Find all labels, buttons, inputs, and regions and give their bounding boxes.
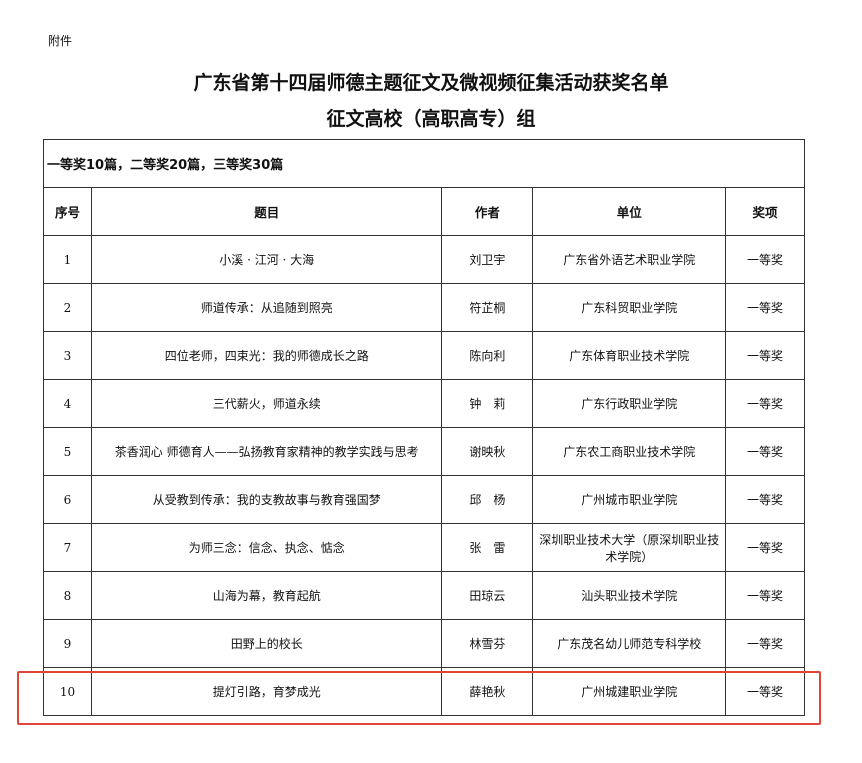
col-unit-cell: 广州城建职业学院 bbox=[532, 667, 727, 716]
col-author-cell: 薛艳秋 bbox=[441, 667, 534, 716]
col-award-cell: 一等奖 bbox=[725, 235, 805, 284]
col-unit-cell: 广东茂名幼儿师范专科学校 bbox=[532, 619, 727, 668]
col-unit-cell: 广州城市职业学院 bbox=[532, 475, 727, 524]
col-author-cell: 陈向利 bbox=[441, 331, 534, 380]
award-summary: 一等奖10篇，二等奖20篇，三等奖30篇 bbox=[43, 139, 805, 188]
col-author-cell: 钟 莉 bbox=[441, 379, 534, 428]
col-author-cell: 邱 杨 bbox=[441, 475, 534, 524]
col-author-cell: 林雪芬 bbox=[441, 619, 534, 668]
col-index-cell: 8 bbox=[43, 571, 92, 620]
summary-row: 一等奖10篇，二等奖20篇，三等奖30篇 bbox=[43, 139, 805, 188]
col-title-cell: 小溪 · 江河 · 大海 bbox=[90, 235, 443, 284]
col-index-cell: 5 bbox=[43, 427, 92, 476]
col-title-cell: 从受教到传承：我的支教故事与教育强国梦 bbox=[90, 475, 443, 524]
col-award-cell: 一等奖 bbox=[725, 523, 805, 572]
table-row: 4 三代薪火，师道永续钟 莉广东行政职业学院 一等奖 bbox=[43, 379, 805, 428]
col-author-cell: 张 雷 bbox=[441, 523, 534, 572]
col-award-cell: 一等奖 bbox=[725, 667, 805, 716]
col-title-cell: 为师三念：信念、执念、惦念 bbox=[90, 523, 443, 572]
col-index-cell: 9 bbox=[43, 619, 92, 668]
col-award-cell: 一等奖 bbox=[725, 283, 805, 332]
col-title-cell: 三代薪火，师道永续 bbox=[90, 379, 443, 428]
col-award-header: 奖项 bbox=[725, 187, 805, 236]
col-index-header: 序号 bbox=[43, 187, 92, 236]
table-row: 3 四位老师，四束光：我的师德成长之路 陈向利 广东体育职业技术学院 一等奖 bbox=[43, 331, 805, 380]
col-index-cell: 3 bbox=[43, 331, 92, 380]
table-row: 7 为师三念：信念、执念、惦念张 雷深圳职业技术大学（原深圳职业技术学院） 一等奖 bbox=[43, 523, 805, 572]
col-author-cell: 刘卫宇 bbox=[441, 235, 534, 284]
col-unit-cell: 广东行政职业学院 bbox=[532, 379, 727, 428]
col-unit-cell: 广东农工商职业技术学院 bbox=[532, 427, 727, 476]
col-index-cell: 10 bbox=[43, 667, 92, 716]
col-index-cell: 4 bbox=[43, 379, 92, 428]
header-row: 序号 题目 作者 单位 奖项 bbox=[43, 187, 805, 236]
col-author-cell: 田琼云 bbox=[441, 571, 534, 620]
col-index-cell: 7 bbox=[43, 523, 92, 572]
col-award-cell: 一等奖 bbox=[725, 475, 805, 524]
page-title: 广东省第十四届师德主题征文及微视频征集活动获奖名单 bbox=[193, 72, 669, 94]
col-award-cell: 一等奖 bbox=[725, 571, 805, 620]
attachment-label: 附件 bbox=[48, 34, 73, 48]
col-title-header: 题目 bbox=[90, 187, 443, 236]
table-row: 1 小溪 · 江河 · 大海 刘卫宇 广东省外语艺术职业学院 一等奖 bbox=[43, 235, 805, 284]
col-author-cell: 符芷桐 bbox=[441, 283, 534, 332]
col-title-cell: 茶香润心 师德育人——弘扬教育家精神的教学实践与思考 bbox=[90, 427, 443, 476]
col-title-cell: 提灯引路，育梦成光 bbox=[90, 667, 443, 716]
col-award-cell: 一等奖 bbox=[725, 619, 805, 668]
col-unit-cell: 深圳职业技术大学（原深圳职业技术学院） bbox=[532, 523, 727, 572]
col-unit-cell: 广东省外语艺术职业学院 bbox=[532, 235, 727, 284]
col-index-cell: 2 bbox=[43, 283, 92, 332]
table-row: 9 田野上的校长 林雪芬 广东茂名幼儿师范专科学校 一等奖 bbox=[43, 619, 805, 668]
col-award-cell: 一等奖 bbox=[725, 379, 805, 428]
col-unit-cell: 汕头职业技术学院 bbox=[532, 571, 727, 620]
awards-table: 一等奖10篇，二等奖20篇，三等奖30篇 序号 题目 作者 单位 奖项 1 小溪 · 江河… bbox=[43, 139, 805, 716]
col-author-cell: 谢映秋 bbox=[441, 427, 534, 476]
col-index-cell: 6 bbox=[43, 475, 92, 524]
col-author-header: 作者 bbox=[441, 187, 534, 236]
col-title-cell: 山海为幕，教育起航 bbox=[90, 571, 443, 620]
table-row: 10 提灯引路，育梦成光 薛艳秋 广州城建职业学院 一等奖 bbox=[43, 667, 805, 716]
table-row: 2 师道传承：从追随到照亮 符芷桐 广东科贸职业学院 一等奖 bbox=[43, 283, 805, 332]
col-title-cell: 四位老师，四束光：我的师德成长之路 bbox=[90, 331, 443, 380]
col-title-cell: 田野上的校长 bbox=[90, 619, 443, 668]
col-unit-cell: 广东科贸职业学院 bbox=[532, 283, 727, 332]
col-title-cell: 师道传承：从追随到照亮 bbox=[90, 283, 443, 332]
col-award-cell: 一等奖 bbox=[725, 427, 805, 476]
table-row: 8 山海为幕，教育起航 田琼云 汕头职业技术学院 一等奖 bbox=[43, 571, 805, 620]
page-subtitle: 征文高校（高职高专）组 bbox=[326, 108, 536, 130]
col-unit-header: 单位 bbox=[532, 187, 727, 236]
col-index-cell: 1 bbox=[43, 235, 92, 284]
col-unit-cell: 广东体育职业技术学院 bbox=[532, 331, 727, 380]
col-award-cell: 一等奖 bbox=[725, 331, 805, 380]
table-row: 6 从受教到传承：我的支教故事与教育强国梦邱 杨广州城市职业学院 一等奖 bbox=[43, 475, 805, 524]
table-row: 5 茶香润心 师德育人——弘扬教育家精神的教学实践与思考 谢映秋 广东农工商职业技术学… bbox=[43, 427, 805, 476]
